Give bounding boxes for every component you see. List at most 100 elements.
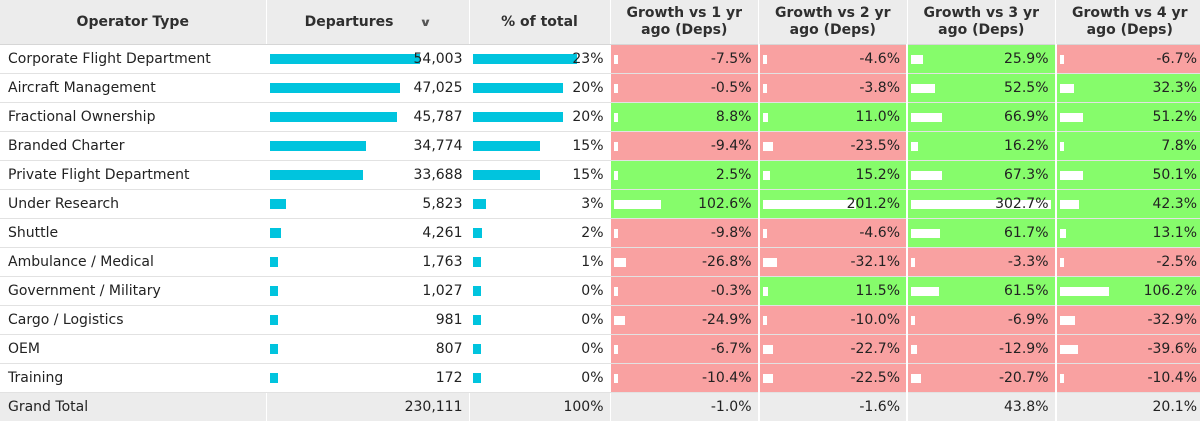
departures-bar — [270, 344, 278, 354]
chevron-down-icon[interactable]: ∨ — [420, 14, 433, 31]
pct-total-bar — [473, 141, 541, 151]
growth-2yr-cell: 11.5% — [759, 277, 908, 306]
growth-value: -22.7% — [850, 335, 900, 363]
growth-value: -24.9% — [702, 306, 752, 334]
growth-bar — [1060, 84, 1075, 93]
departures-cell: 54,003 — [266, 45, 469, 74]
departures-bar — [270, 228, 282, 238]
growth-1yr-cell: -10.4% — [610, 364, 759, 393]
grand-total-departures-value: 230,111 — [405, 393, 463, 421]
growth-bar — [1060, 258, 1064, 267]
pct-total-bar — [473, 83, 563, 93]
pct-total-cell: 2% — [469, 219, 610, 248]
pct-total-bar — [473, 170, 541, 180]
growth-1yr-cell: 2.5% — [610, 161, 759, 190]
growth-1yr-cell: -9.8% — [610, 219, 759, 248]
header-growth-4yr[interactable]: Growth vs 4 yr ago (Deps) — [1056, 0, 1200, 45]
operator-type-cell: Aircraft Management — [0, 74, 266, 103]
growth-4yr-cell: -10.4% — [1056, 364, 1200, 393]
pct-total-cell: 23% — [469, 45, 610, 74]
growth-bar — [763, 84, 767, 93]
operator-type-cell: Fractional Ownership — [0, 103, 266, 132]
pct-total-bar — [473, 286, 481, 296]
growth-bar — [1060, 345, 1078, 354]
growth-value: -6.7% — [1156, 45, 1197, 73]
operator-type-cell: Branded Charter — [0, 132, 266, 161]
growth-value: -6.7% — [711, 335, 752, 363]
header-departures[interactable]: Departures∨ — [266, 0, 469, 45]
header-growth-3yr[interactable]: Growth vs 3 yr ago (Deps) — [907, 0, 1056, 45]
departures-cell: 34,774 — [266, 132, 469, 161]
growth-value: -7.5% — [711, 45, 752, 73]
growth-3yr-cell: -6.9% — [907, 306, 1056, 335]
growth-bar — [1060, 171, 1083, 180]
header-operator-type[interactable]: Operator Type — [0, 0, 266, 45]
growth-value: 25.9% — [1004, 45, 1048, 73]
growth-bar — [1060, 287, 1109, 296]
pct-total-bar — [473, 315, 481, 325]
growth-4yr-cell: 13.1% — [1056, 219, 1200, 248]
grand-total-label: Grand Total — [0, 393, 266, 421]
departures-value: 5,823 — [422, 190, 462, 218]
growth-4yr-cell: -6.7% — [1056, 45, 1200, 74]
departures-value: 47,025 — [414, 74, 463, 102]
departures-value: 807 — [436, 335, 463, 363]
growth-3yr-cell: -12.9% — [907, 335, 1056, 364]
grand-total-growth-3yr-value: 43.8% — [1004, 393, 1048, 421]
growth-2yr-cell: -4.6% — [759, 45, 908, 74]
header-operator-type-label: Operator Type — [77, 14, 189, 30]
departures-cell: 5,823 — [266, 190, 469, 219]
header-row: Operator Type Departures∨ % of total Gro… — [0, 0, 1200, 45]
pct-total-value: 2% — [581, 219, 603, 247]
pct-total-value: 0% — [581, 364, 603, 392]
growth-value: 42.3% — [1153, 190, 1197, 218]
growth-bar — [614, 316, 626, 325]
growth-value: 8.8% — [716, 103, 752, 131]
grand-total-pct: 100% — [469, 393, 610, 421]
growth-2yr-cell: -4.6% — [759, 219, 908, 248]
grand-total-growth-2yr-value: -1.6% — [859, 393, 900, 421]
growth-bar — [911, 258, 915, 267]
growth-bar — [763, 200, 856, 209]
growth-bar — [763, 113, 768, 122]
growth-value: 2.5% — [716, 161, 752, 189]
header-growth-3yr-label: Growth vs 3 yr ago (Deps) — [924, 5, 1039, 38]
pct-total-cell: 0% — [469, 277, 610, 306]
growth-4yr-cell: -32.9% — [1056, 306, 1200, 335]
departures-cell: 33,688 — [266, 161, 469, 190]
growth-value: -10.4% — [1147, 364, 1197, 392]
growth-bar — [911, 142, 918, 151]
pct-total-bar — [473, 54, 577, 64]
departures-cell: 981 — [266, 306, 469, 335]
growth-3yr-cell: 52.5% — [907, 74, 1056, 103]
header-pct-total[interactable]: % of total — [469, 0, 610, 45]
departures-value: 34,774 — [414, 132, 463, 160]
growth-bar — [911, 374, 921, 383]
growth-bar — [1060, 142, 1064, 151]
operator-type-cell: Training — [0, 364, 266, 393]
growth-value: 106.2% — [1144, 277, 1197, 305]
pct-total-cell: 1% — [469, 248, 610, 277]
growth-value: -12.9% — [999, 335, 1049, 363]
growth-value: -10.4% — [702, 364, 752, 392]
growth-3yr-cell: 25.9% — [907, 45, 1056, 74]
header-growth-1yr[interactable]: Growth vs 1 yr ago (Deps) — [610, 0, 759, 45]
growth-1yr-cell: -0.5% — [610, 74, 759, 103]
departures-cell: 1,027 — [266, 277, 469, 306]
header-growth-2yr[interactable]: Growth vs 2 yr ago (Deps) — [759, 0, 908, 45]
growth-bar — [614, 113, 618, 122]
growth-bar — [763, 55, 767, 64]
growth-value: 67.3% — [1004, 161, 1048, 189]
